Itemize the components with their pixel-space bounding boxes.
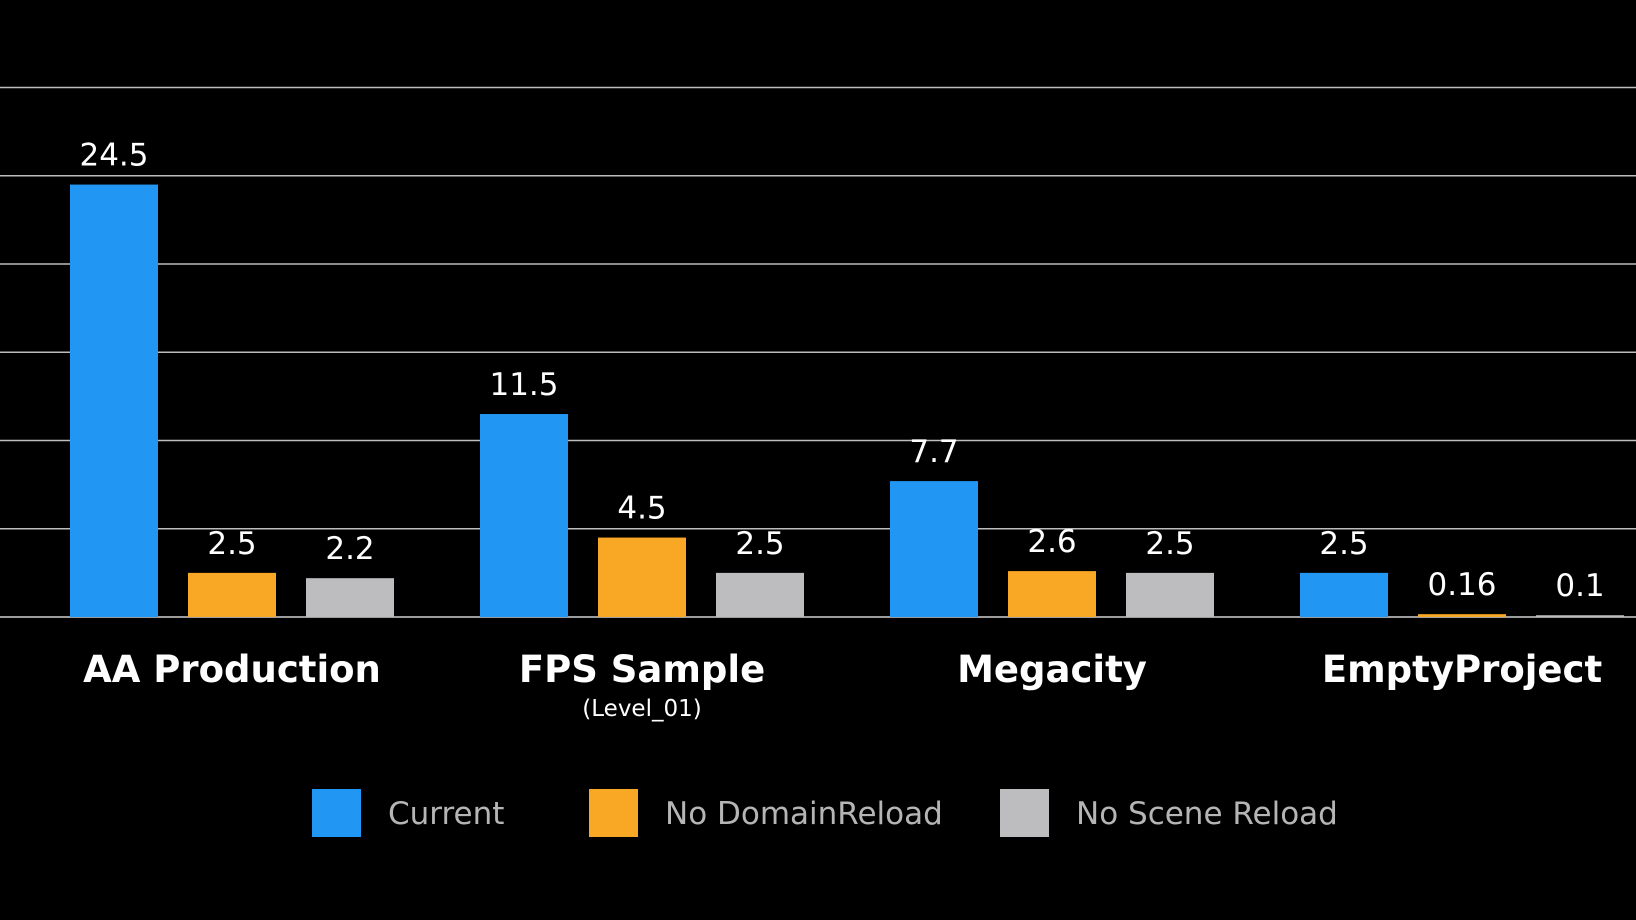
legend-label: Current <box>388 796 504 832</box>
bar-no-scene-reload-megacity <box>1126 572 1214 617</box>
data-label: 24.5 <box>79 138 148 174</box>
data-label: 2.5 <box>1145 526 1194 562</box>
bar-no-domainreload-aa-production <box>188 572 276 617</box>
data-label: 2.2 <box>325 531 374 567</box>
data-label: 0.1 <box>1555 568 1604 604</box>
data-label: 4.5 <box>617 491 666 527</box>
category-label: AA Production <box>83 648 381 691</box>
bar-no-scene-reload-fps-sample <box>716 572 804 617</box>
bar-no-scene-reload-aa-production <box>306 578 394 617</box>
legend-label: No Scene Reload <box>1076 796 1338 832</box>
bars <box>70 184 1624 617</box>
legend-swatch-no-scene-reload <box>1000 789 1049 837</box>
data-label: 2.5 <box>1319 526 1368 562</box>
data-label: 2.5 <box>735 526 784 562</box>
legend-label: No DomainReload <box>665 796 943 832</box>
category-label: Megacity <box>957 648 1147 691</box>
bar-no-scene-reload-emptyproject <box>1536 615 1624 617</box>
category-label: FPS Sample <box>519 648 765 691</box>
bar-current-fps-sample <box>480 414 568 617</box>
legend-swatch-no-domainreload <box>589 789 638 837</box>
bar-current-aa-production <box>70 184 158 617</box>
legend-swatch-current <box>312 789 361 837</box>
legend: Current No DomainReload No Scene Reload <box>312 789 1338 837</box>
data-label: 2.5 <box>207 526 256 562</box>
category-label: EmptyProject <box>1322 648 1602 691</box>
data-label: 11.5 <box>489 367 558 403</box>
bar-no-domainreload-fps-sample <box>598 537 686 617</box>
data-label: 2.6 <box>1027 524 1076 560</box>
category-labels: AA Production FPS Sample (Level_01) Megacit… <box>83 648 1602 722</box>
bar-no-domainreload-emptyproject <box>1418 614 1506 617</box>
data-label: 7.7 <box>909 434 958 470</box>
category-sublabel: (Level_01) <box>582 696 701 722</box>
bar-current-megacity <box>890 481 978 617</box>
data-label: 0.16 <box>1427 567 1496 603</box>
value-labels: 24.5 2.5 2.2 11.5 4.5 2.5 7.7 2.6 2.5 2.5 0.16 0.1 <box>79 138 1604 605</box>
bar-no-domainreload-megacity <box>1008 571 1096 617</box>
bar-current-emptyproject <box>1300 572 1388 617</box>
